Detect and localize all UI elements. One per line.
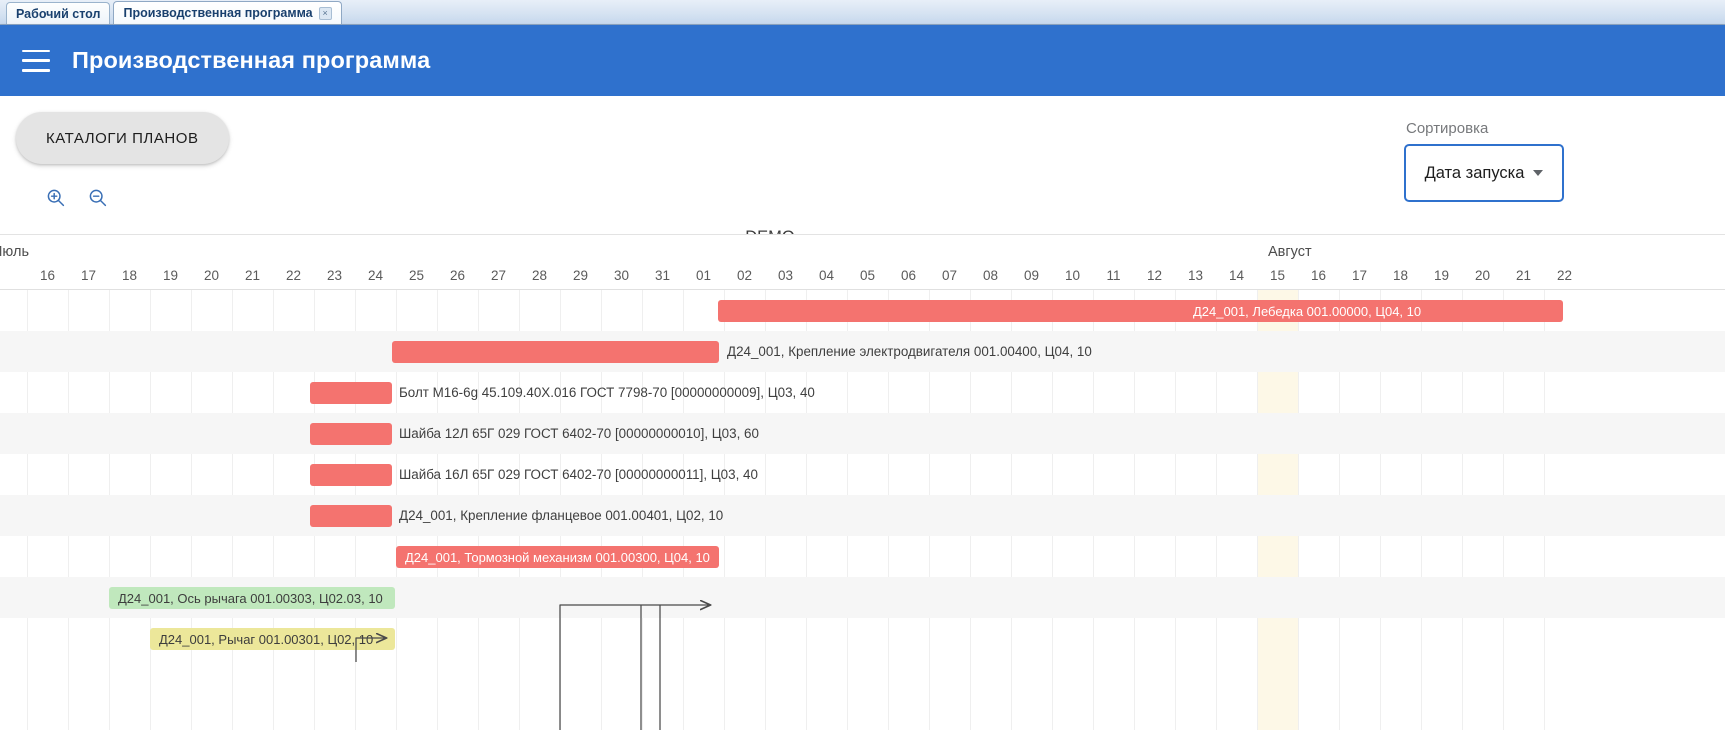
day-label: 10 xyxy=(1064,268,1081,283)
gantt-task-label: Болт М16-6g 45.109.40Х.016 ГОСТ 7798-70 … xyxy=(399,385,815,400)
day-label: 20 xyxy=(1474,268,1491,283)
gantt-task-label: Шайба 16Л 65Г 029 ГОСТ 6402-70 [00000000… xyxy=(399,467,758,482)
close-icon[interactable]: × xyxy=(318,6,332,20)
gantt-task-bar[interactable] xyxy=(392,341,719,363)
browser-tab-strip: Рабочий стол Производственная программа … xyxy=(0,0,1725,25)
browser-tab-label: Рабочий стол xyxy=(16,6,101,21)
gantt-row[interactable] xyxy=(0,413,1725,454)
gantt-timescale-header: Июль Август 16 17 18 19 20 21 22 23 24 25 26 27 28 29 30… xyxy=(0,234,1725,290)
day-label: 29 xyxy=(572,268,589,283)
toolbar: КАТАЛОГИ ПЛАНОВ DEMO Сортировка Дата зап… xyxy=(0,96,1725,246)
gantt-task-bar[interactable]: Д24_001, Ось рычага 001.00303, Ц02.03, 1… xyxy=(109,587,395,609)
gantt-task-label: Д24_001, Ось рычага 001.00303, Ц02.03, 1… xyxy=(118,590,383,606)
day-label: 17 xyxy=(80,268,97,283)
sort-select-label: Сортировка xyxy=(1404,120,1491,137)
day-label: 31 xyxy=(654,268,671,283)
day-label: 20 xyxy=(203,268,220,283)
day-label: 17 xyxy=(1351,268,1368,283)
page-title: Производственная программа xyxy=(72,47,431,73)
browser-tab-production-program[interactable]: Производственная программа × xyxy=(113,1,342,24)
day-label: 26 xyxy=(449,268,466,283)
day-label: 28 xyxy=(531,268,548,283)
sort-select[interactable]: Сортировка Дата запуска xyxy=(1404,120,1564,202)
day-label: 18 xyxy=(1392,268,1409,283)
sort-select-field[interactable]: Дата запуска xyxy=(1404,144,1564,202)
day-label: 15 xyxy=(1269,268,1286,283)
gantt-task-bar[interactable] xyxy=(310,505,392,527)
day-label: 19 xyxy=(162,268,179,283)
day-label: 11 xyxy=(1106,268,1121,283)
day-label: 05 xyxy=(859,268,876,283)
gantt-task-label: Д24_001, Тормозной механизм 001.00300, Ц… xyxy=(405,549,710,565)
plan-catalogs-button[interactable]: КАТАЛОГИ ПЛАНОВ xyxy=(16,112,229,164)
zoom-in-icon[interactable] xyxy=(38,180,72,214)
gantt-row[interactable] xyxy=(0,331,1725,372)
gantt-task-bar[interactable]: Д24_001, Лебедка 001.00000, Ц04, 10 xyxy=(718,300,1563,322)
day-label: 02 xyxy=(736,268,753,283)
gantt-task-bar[interactable] xyxy=(310,423,392,445)
gantt-task-label: Д24_001, Лебедка 001.00000, Ц04, 10 xyxy=(1193,303,1422,319)
hamburger-icon[interactable] xyxy=(22,49,50,72)
gantt-task-label: Д24_001, Крепление электродвигателя 001.… xyxy=(727,344,1092,359)
day-label: 25 xyxy=(408,268,425,283)
day-label: 12 xyxy=(1146,268,1163,283)
gantt-chart[interactable]: Июль Август 16 17 18 19 20 21 22 23 24 25 26 27 28 29 30… xyxy=(0,234,1725,730)
day-label: 22 xyxy=(1556,268,1573,283)
gantt-task-label: Д24_001, Крепление фланцевое 001.00401, … xyxy=(399,508,724,523)
zoom-out-icon[interactable] xyxy=(80,180,114,214)
browser-tab-label: Производственная программа xyxy=(123,6,313,20)
day-label: 03 xyxy=(777,268,794,283)
day-label: 08 xyxy=(982,268,999,283)
day-label: 27 xyxy=(490,268,507,283)
gantt-row[interactable] xyxy=(0,536,1725,577)
browser-tab-desktop[interactable]: Рабочий стол xyxy=(6,2,111,24)
month-label: Август xyxy=(1268,244,1312,260)
chevron-down-icon[interactable] xyxy=(1533,170,1544,176)
day-label: 21 xyxy=(1515,268,1532,283)
day-label: 16 xyxy=(39,268,56,283)
day-label: 04 xyxy=(818,268,835,283)
day-label: 07 xyxy=(941,268,958,283)
day-label: 23 xyxy=(326,268,343,283)
gantt-task-label: Д24_001, Рычаг 001.00301, Ц02, 10 xyxy=(159,631,374,647)
gantt-row[interactable] xyxy=(0,495,1725,536)
day-label: 18 xyxy=(121,268,138,283)
sort-select-value: Дата запуска xyxy=(1424,163,1525,182)
gantt-task-bar[interactable]: Д24_001, Тормозной механизм 001.00300, Ц… xyxy=(396,546,719,568)
day-label: 21 xyxy=(244,268,261,283)
day-label: 22 xyxy=(285,268,302,283)
day-label: 09 xyxy=(1023,268,1040,283)
month-label: Июль xyxy=(0,244,29,260)
gantt-task-bar[interactable] xyxy=(310,464,392,486)
app-header-bar: Производственная программа xyxy=(0,25,1725,96)
day-label: 14 xyxy=(1228,268,1245,283)
gantt-task-bar[interactable]: Д24_001, Рычаг 001.00301, Ц02, 10 xyxy=(150,628,395,650)
gantt-grid: Д24_001, Лебедка 001.00000, Ц04, 10 Д24_0… xyxy=(0,290,1725,730)
day-label: 01 xyxy=(695,268,712,283)
gantt-row[interactable] xyxy=(0,372,1725,413)
day-label: 13 xyxy=(1187,268,1204,283)
timescale-divider xyxy=(0,289,1725,290)
gantt-row[interactable] xyxy=(0,454,1725,495)
day-label: 19 xyxy=(1433,268,1450,283)
day-label: 06 xyxy=(900,268,917,283)
gantt-task-bar[interactable] xyxy=(310,382,392,404)
day-label: 16 xyxy=(1310,268,1327,283)
day-label: 30 xyxy=(613,268,630,283)
gantt-task-label: Шайба 12Л 65Г 029 ГОСТ 6402-70 [00000000… xyxy=(399,426,759,441)
day-label: 24 xyxy=(367,268,384,283)
